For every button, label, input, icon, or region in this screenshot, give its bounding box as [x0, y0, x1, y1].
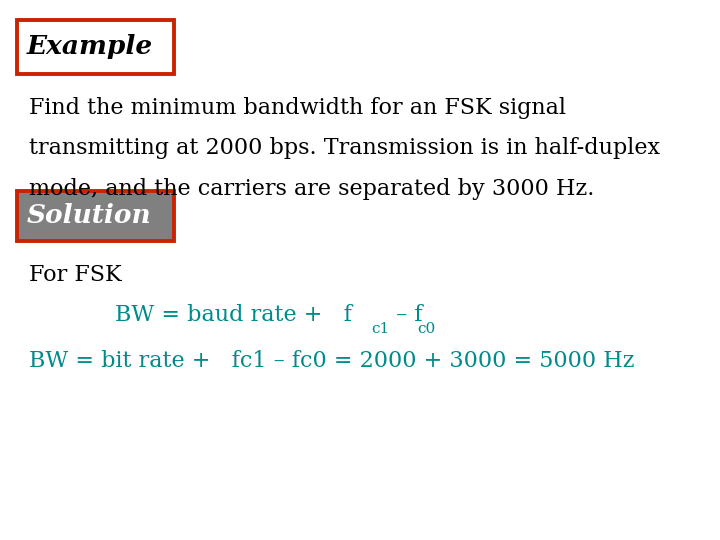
FancyBboxPatch shape: [17, 191, 174, 241]
Text: mode, and the carriers are separated by 3000 Hz.: mode, and the carriers are separated by …: [29, 178, 594, 200]
Text: transmitting at 2000 bps. Transmission is in half-duplex: transmitting at 2000 bps. Transmission i…: [29, 138, 660, 159]
Text: Example: Example: [27, 35, 153, 59]
Text: BW = bit rate +   fc1 – fc0 = 2000 + 3000 = 5000 Hz: BW = bit rate + fc1 – fc0 = 2000 + 3000 …: [29, 350, 634, 372]
Text: c1: c1: [372, 322, 390, 336]
Text: For FSK: For FSK: [29, 265, 122, 286]
Text: Solution: Solution: [27, 204, 151, 228]
Text: BW = baud rate +   f: BW = baud rate + f: [115, 305, 352, 326]
Text: c0: c0: [418, 322, 436, 336]
Text: – f: – f: [389, 305, 423, 326]
FancyBboxPatch shape: [17, 20, 174, 74]
Text: Find the minimum bandwidth for an FSK signal: Find the minimum bandwidth for an FSK si…: [29, 97, 566, 119]
